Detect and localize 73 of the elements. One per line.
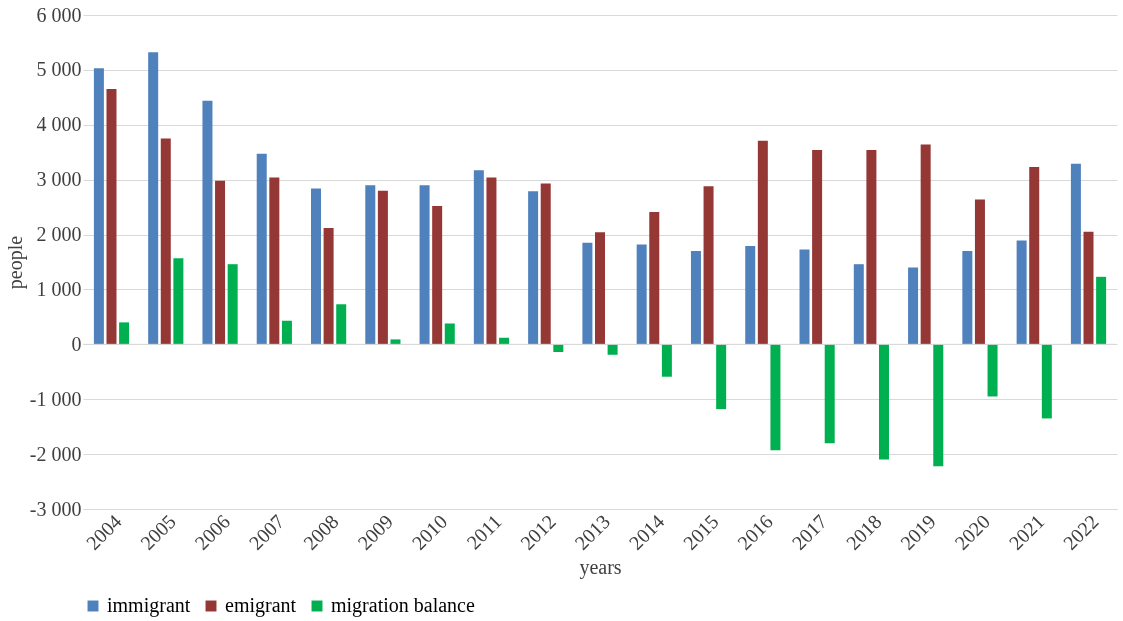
bar (908, 267, 919, 345)
y-tick-label: -2 000 (29, 442, 82, 465)
bar (1070, 163, 1081, 345)
bar (878, 344, 889, 460)
bar (703, 186, 714, 345)
bar (256, 153, 267, 345)
bar (499, 337, 510, 345)
bar (866, 150, 877, 345)
bar (716, 344, 727, 410)
bar (444, 323, 455, 345)
bar (1083, 231, 1094, 345)
bar (1016, 240, 1027, 345)
bar (607, 344, 618, 355)
bar (974, 199, 985, 345)
bar (987, 344, 998, 397)
bar (106, 89, 117, 345)
bar (148, 52, 159, 345)
y-tick-label: 0 (71, 332, 82, 355)
bar (812, 150, 823, 345)
bar (173, 258, 184, 345)
bar (1041, 344, 1052, 419)
legend-label: immigrant (107, 594, 191, 617)
bar (365, 185, 376, 345)
bar (486, 177, 497, 345)
bar (1029, 167, 1040, 345)
y-tick-label: 4 000 (36, 113, 82, 136)
bar (160, 138, 171, 345)
bar (119, 322, 130, 345)
bar (377, 190, 388, 345)
bar (770, 344, 781, 451)
bar (799, 249, 810, 345)
bar (311, 188, 322, 345)
bar (962, 251, 973, 345)
bar (227, 264, 238, 345)
bar (920, 144, 931, 345)
y-tick-label: -1 000 (29, 387, 82, 410)
y-tick-label: 5 000 (36, 58, 82, 81)
x-axis-title: years (579, 555, 622, 579)
bar (853, 264, 864, 345)
bar (432, 206, 443, 345)
bar (824, 344, 835, 444)
bar (636, 244, 647, 345)
bar (281, 320, 292, 345)
legend-label: migration balance (331, 594, 475, 617)
bar (419, 185, 430, 345)
bar (933, 344, 944, 467)
bar (595, 232, 605, 345)
y-tick-label: 3 000 (36, 168, 82, 191)
bar (661, 344, 672, 377)
bar (528, 191, 539, 345)
y-axis-title: people (3, 235, 27, 290)
bar (745, 246, 756, 345)
bar (582, 242, 593, 345)
bar (757, 140, 768, 345)
bar (269, 177, 280, 345)
y-tick-label: 2 000 (36, 223, 82, 246)
bar (473, 170, 484, 345)
bar (1096, 276, 1107, 345)
y-tick-label: 1 000 (36, 277, 82, 300)
bar (336, 304, 347, 345)
bar (540, 183, 551, 345)
y-tick-label: -3 000 (29, 497, 82, 520)
legend-label: emigrant (225, 594, 297, 617)
bar (323, 227, 334, 345)
bar (390, 339, 401, 345)
y-tick-label: 6 000 (36, 3, 82, 26)
bar (215, 180, 226, 345)
bar (93, 68, 104, 345)
bar (553, 344, 564, 353)
bar (649, 212, 660, 345)
bar (202, 100, 213, 345)
x-tick-label: 2011 (462, 510, 506, 554)
bar (690, 251, 701, 345)
